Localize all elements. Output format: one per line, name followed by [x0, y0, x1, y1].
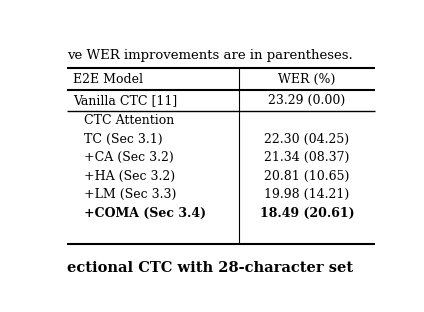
Text: Vanilla CTC [11]: Vanilla CTC [11]	[73, 94, 177, 107]
Text: 21.34 (08.37): 21.34 (08.37)	[264, 151, 349, 164]
Text: 19.98 (14.21): 19.98 (14.21)	[264, 188, 349, 201]
Text: +COMA (Sec 3.4): +COMA (Sec 3.4)	[84, 207, 206, 220]
Text: 23.29 (0.00): 23.29 (0.00)	[268, 94, 346, 107]
Text: +LM (Sec 3.3): +LM (Sec 3.3)	[84, 188, 176, 201]
Text: 20.81 (10.65): 20.81 (10.65)	[264, 169, 349, 183]
Text: ectional CTC with 28-character set: ectional CTC with 28-character set	[67, 261, 353, 275]
Text: WER (%): WER (%)	[278, 72, 335, 85]
Text: ve WER improvements are in parentheses.: ve WER improvements are in parentheses.	[67, 49, 353, 62]
Text: CTC Attention: CTC Attention	[84, 114, 174, 127]
Text: E2E Model: E2E Model	[73, 72, 143, 85]
Text: 18.49 (20.61): 18.49 (20.61)	[259, 207, 354, 220]
Text: 22.30 (04.25): 22.30 (04.25)	[264, 133, 349, 146]
Text: +CA (Sec 3.2): +CA (Sec 3.2)	[84, 151, 174, 164]
Text: +HA (Sec 3.2): +HA (Sec 3.2)	[84, 169, 175, 183]
Text: TC (Sec 3.1): TC (Sec 3.1)	[84, 133, 163, 146]
